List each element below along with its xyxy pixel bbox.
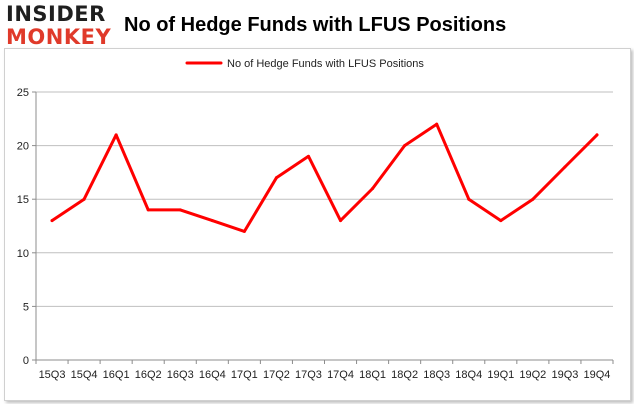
ytick-label-15: 15 [17, 194, 29, 206]
xtick-label-18Q3: 18Q3 [423, 369, 450, 381]
xtick-label-16Q3: 16Q3 [167, 369, 194, 381]
chart-frame: 0 5 10 15 20 25 15Q3 15Q4 16Q1 16Q2 16Q3 16Q4 17Q1 17… [4, 48, 631, 401]
data-point-19Q2 [531, 197, 535, 201]
data-point-16Q3 [178, 208, 182, 212]
data-point-18Q4 [467, 197, 471, 201]
xtick-label-17Q1: 17Q1 [231, 369, 258, 381]
xtick-label-16Q2: 16Q2 [135, 369, 162, 381]
data-point-19Q4 [595, 133, 599, 137]
ytick-label-5: 5 [23, 301, 29, 313]
logo-text-insider: INSIDER [6, 2, 106, 26]
xtick-label-15Q4: 15Q4 [71, 369, 98, 381]
xtick-label-15Q3: 15Q3 [39, 369, 66, 381]
data-point-17Q3 [306, 154, 310, 158]
xtick-label-18Q1: 18Q1 [359, 369, 386, 381]
chart-title: No of Hedge Funds with LFUS Positions [124, 14, 507, 36]
xtick-label-16Q1: 16Q1 [103, 369, 130, 381]
data-point-16Q1 [114, 133, 118, 137]
xtick-label-19Q2: 19Q2 [519, 369, 546, 381]
data-point-17Q4 [339, 219, 343, 223]
xtick-label-19Q4: 19Q4 [584, 369, 611, 381]
series-line-0 [50, 122, 599, 233]
line-chart: 0 5 10 15 20 25 15Q3 15Q4 16Q1 16Q2 16Q3 16Q4 17Q1 17… [17, 58, 614, 381]
xtick-label-18Q4: 18Q4 [455, 369, 482, 381]
data-point-16Q4 [210, 219, 214, 223]
data-point-16Q2 [146, 208, 150, 212]
data-point-17Q2 [274, 176, 278, 180]
xtick-label-16Q4: 16Q4 [199, 369, 226, 381]
legend-label: No of Hedge Funds with LFUS Positions [227, 58, 424, 70]
data-point-19Q3 [563, 165, 567, 169]
insider-monkey-logo: INSIDER MONKEY [6, 4, 114, 50]
xtick-label-17Q2: 17Q2 [263, 369, 290, 381]
data-point-18Q3 [435, 122, 439, 126]
data-point-15Q3 [50, 219, 54, 223]
ytick-label-10: 10 [17, 248, 29, 260]
xtick-label-19Q3: 19Q3 [551, 369, 578, 381]
data-point-17Q1 [242, 229, 246, 233]
logo-text-monkey: MONKEY [6, 25, 112, 49]
xtick-label-17Q4: 17Q4 [327, 369, 354, 381]
xtick-label-18Q2: 18Q2 [391, 369, 418, 381]
ytick-label-0: 0 [23, 355, 29, 367]
xtick-label-17Q3: 17Q3 [295, 369, 322, 381]
ytick-label-25: 25 [17, 87, 29, 99]
data-point-18Q2 [403, 144, 407, 148]
data-point-19Q1 [499, 219, 503, 223]
ytick-label-20: 20 [17, 141, 29, 153]
data-point-18Q1 [371, 186, 375, 190]
data-point-15Q4 [82, 197, 86, 201]
xtick-label-19Q1: 19Q1 [487, 369, 514, 381]
